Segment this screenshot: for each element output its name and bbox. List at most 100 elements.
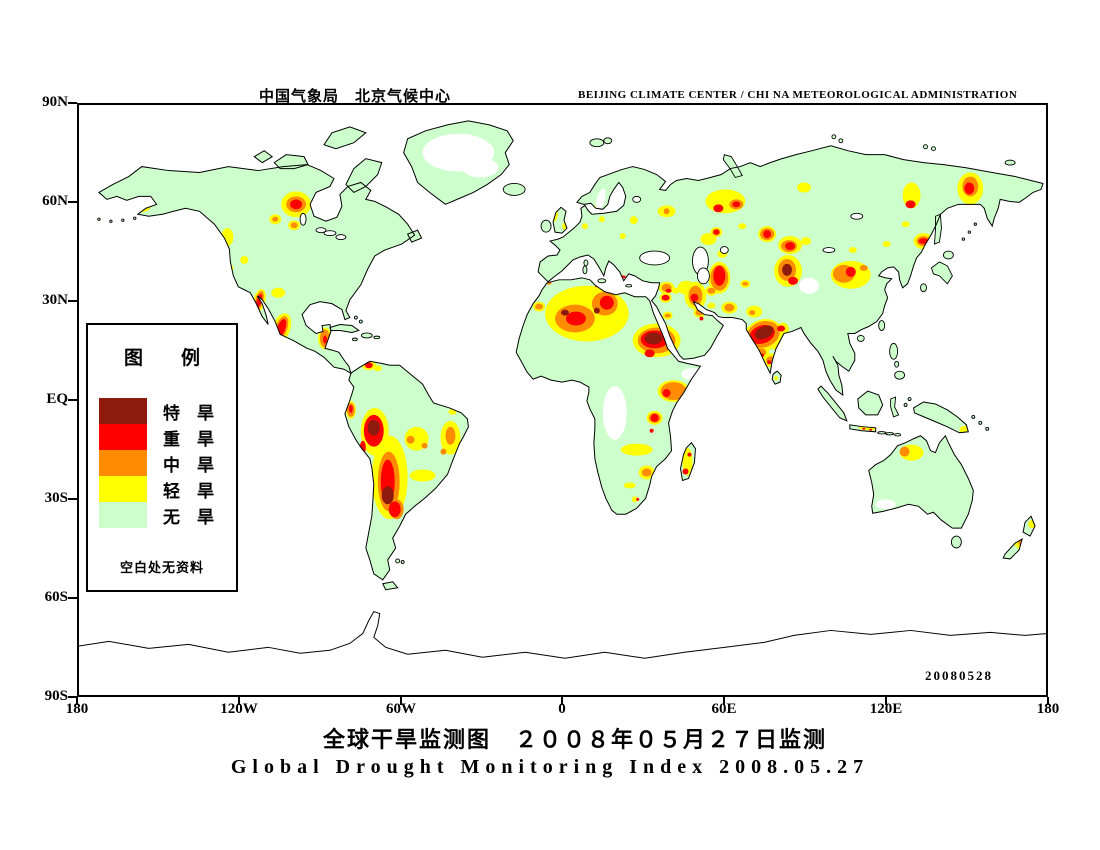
drought-moderate [707, 287, 716, 294]
lon-label-60E-4: 60E [711, 701, 737, 717]
lat-tick [68, 102, 77, 104]
drought-severe [785, 242, 796, 251]
drought-light [882, 241, 891, 248]
lon-tick [238, 697, 240, 705]
lon-label-180-0: 180 [65, 701, 89, 717]
drought-moderate [899, 446, 910, 457]
drought-severe [364, 362, 373, 369]
drought-light [546, 206, 559, 223]
header-agency-cn: 中国气象局 北京气候中心 [258, 89, 451, 105]
drought-light [774, 376, 779, 381]
drought-moderate [859, 264, 868, 271]
drought-severe [599, 295, 614, 310]
drought-light [707, 302, 716, 309]
no-data-patch [462, 157, 499, 178]
lat-tick [68, 201, 77, 203]
lon-tick [76, 697, 78, 705]
lat-tick [68, 300, 77, 302]
drought-light [738, 223, 747, 230]
legend-label-light: 轻 旱 [163, 481, 214, 501]
drought-light [631, 496, 638, 503]
drought-severe [763, 230, 772, 239]
no-data-patch [596, 188, 606, 210]
legend-label-severe: 重 旱 [163, 429, 214, 449]
legend-item-moderate: 中 旱 [99, 450, 214, 476]
drought-light [797, 182, 811, 193]
drought-severe [682, 468, 689, 475]
drought-severe [788, 276, 799, 285]
drought-severe [322, 335, 327, 344]
drought-severe [713, 265, 726, 286]
lat-label-60N: 60N [42, 193, 68, 209]
legend-swatch-severe [99, 424, 147, 450]
lon-label-180-6: 180 [1036, 701, 1060, 717]
drought-severe [665, 288, 672, 293]
no-data-patch [602, 386, 627, 440]
world-map-frame [77, 103, 1048, 697]
map-date-stamp: 20080528 [925, 668, 993, 683]
drought-light [373, 365, 382, 372]
drought-severe [777, 325, 786, 332]
drought-severe [388, 501, 401, 518]
drought-moderate [445, 426, 456, 445]
drought-moderate [749, 310, 756, 316]
drought-severe [964, 182, 975, 195]
drought-extreme [367, 419, 380, 436]
drought-extreme [754, 325, 774, 340]
drought-moderate [421, 442, 428, 449]
lon-tick [885, 697, 887, 705]
legend-swatch-moderate [99, 450, 147, 476]
drought-severe [687, 452, 692, 457]
drought-light [409, 469, 436, 482]
drought-extreme [782, 263, 793, 276]
drought-moderate [641, 468, 652, 477]
drought-severe [636, 497, 640, 501]
lat-label-60S: 60S [44, 589, 68, 605]
drought-light [132, 200, 151, 213]
drought-moderate [608, 282, 615, 287]
legend-box: 图 例 特 旱重 旱中 旱轻 旱无 旱 空白处无资料 [86, 323, 238, 592]
drought-light [850, 411, 857, 418]
lon-label-0-3: 0 [558, 701, 566, 717]
drought-severe [348, 404, 353, 413]
drought-moderate [535, 303, 544, 310]
lat-label-30S: 30S [44, 490, 68, 506]
drought-light [598, 216, 605, 223]
drought-severe [630, 278, 637, 282]
drought-light [801, 237, 811, 246]
drought-moderate [663, 208, 670, 215]
legend-no-data-note: 空白处无资料 [119, 560, 204, 575]
map-title-english: Global Drought Monitoring Index 2008.05.… [230, 756, 870, 778]
drought-extreme-layer [367, 263, 793, 505]
drought-light [623, 482, 636, 489]
drought-severe [649, 428, 654, 433]
legend-item-extreme: 特 旱 [99, 398, 214, 424]
drought-extreme [593, 307, 600, 314]
drought-light [629, 216, 638, 225]
drought-severe [661, 294, 670, 301]
lon-label-60W-2: 60W [386, 701, 416, 717]
legend-item-light: 轻 旱 [99, 476, 214, 502]
drought-severe [647, 286, 652, 290]
lat-label-90S: 90S [44, 688, 68, 704]
drought-light [846, 402, 851, 407]
lat-tick [68, 399, 77, 401]
drought-extreme [561, 309, 569, 316]
drought-light [581, 223, 588, 230]
drought-light [883, 407, 888, 416]
legend-rows: 特 旱重 旱中 旱轻 旱无 旱 [99, 398, 214, 528]
legend-item-severe: 重 旱 [99, 424, 214, 450]
drought-light [620, 443, 653, 456]
drought-light [619, 233, 626, 240]
legend-swatch-light [99, 476, 147, 502]
drought-severe [290, 199, 303, 210]
drought-light [271, 287, 286, 298]
drought-severe [862, 427, 866, 430]
lon-tick [723, 697, 725, 705]
drought-moderate [406, 435, 415, 444]
lat-tick [68, 696, 77, 698]
drought-light [605, 280, 618, 289]
drought-light [901, 221, 910, 228]
lat-tick [68, 597, 77, 599]
drought-severe [690, 293, 699, 302]
